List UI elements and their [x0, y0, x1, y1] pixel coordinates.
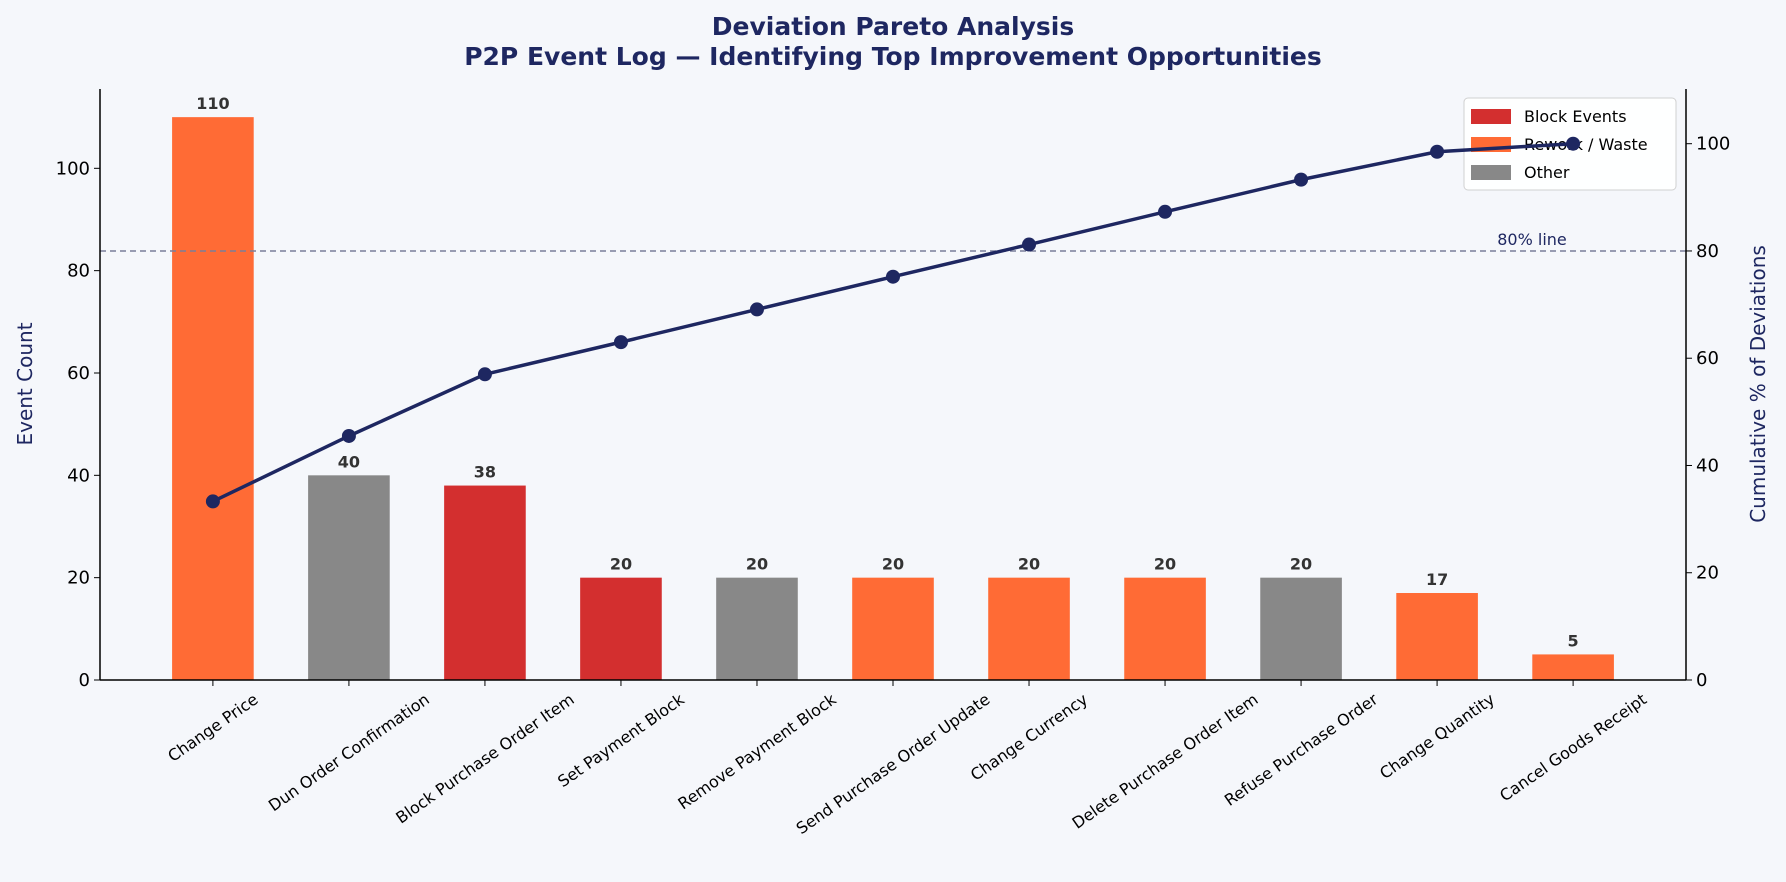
bar: [172, 117, 254, 680]
y-tick-label: 40: [67, 465, 90, 486]
data-label: 5: [1568, 631, 1579, 650]
data-label: 40: [338, 452, 360, 471]
data-label: 20: [882, 555, 904, 574]
y-axis-label: Event Count: [13, 322, 37, 445]
cumulative-point: [477, 367, 492, 382]
bar: [1532, 654, 1614, 680]
y-right-tick-label: 60: [1696, 348, 1719, 369]
y-tick-label: 100: [56, 158, 90, 179]
bar: [852, 577, 934, 680]
data-label: 20: [746, 555, 768, 574]
bar: [1396, 593, 1478, 680]
bar: [1124, 577, 1206, 680]
bar: [308, 475, 390, 680]
cumulative-point: [205, 494, 220, 509]
chart-subtitle: P2P Event Log — Identifying Top Improvem…: [464, 42, 1322, 71]
y-tick-label: 20: [67, 568, 90, 589]
cumulative-point: [749, 302, 764, 317]
bar: [444, 485, 526, 680]
cumulative-point: [886, 269, 900, 284]
reference-line-label: 80% line: [1497, 230, 1567, 249]
cumulative-point: [1566, 136, 1581, 151]
y-right-tick-label: 20: [1696, 563, 1719, 584]
legend-label: Other: [1524, 163, 1570, 182]
data-label: 20: [610, 555, 632, 574]
legend-label: Rework / Waste: [1524, 135, 1648, 154]
bar: [1260, 577, 1342, 680]
data-label: 17: [1426, 570, 1448, 589]
cumulative-point: [1294, 172, 1309, 187]
data-label: 20: [1154, 555, 1176, 574]
y-tick-label: 80: [67, 261, 90, 282]
legend-label: Block Events: [1524, 107, 1627, 126]
y-right-tick-label: 80: [1696, 241, 1719, 262]
bar: [988, 577, 1070, 680]
cumulative-point: [1022, 237, 1037, 252]
y-tick-label: 0: [79, 670, 90, 691]
y-right-tick-label: 100: [1696, 134, 1730, 155]
bar: [716, 577, 798, 680]
cumulative-point: [341, 428, 356, 443]
data-label: 20: [1290, 555, 1312, 574]
y-right-tick-label: 0: [1696, 670, 1707, 691]
chart-title: Deviation Pareto Analysis: [712, 12, 1075, 41]
legend-swatch: [1471, 109, 1511, 124]
data-label: 110: [196, 94, 229, 113]
y-right-tick-label: 40: [1696, 455, 1719, 476]
cumulative-point: [1158, 204, 1173, 219]
cumulative-point: [613, 335, 628, 350]
legend-swatch: [1471, 165, 1511, 180]
y-axis-right-label: Cumulative % of Deviations: [1746, 245, 1770, 523]
cumulative-point: [1430, 144, 1445, 159]
bar: [580, 577, 662, 680]
y-tick-label: 60: [67, 363, 90, 384]
data-label: 38: [474, 463, 496, 482]
data-label: 20: [1018, 555, 1040, 574]
